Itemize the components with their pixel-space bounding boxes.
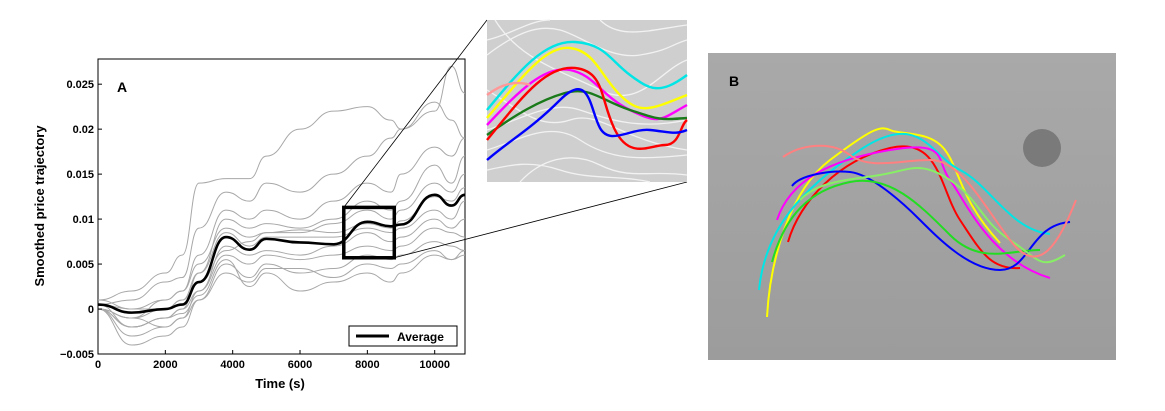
x-tick-label: 10000 xyxy=(419,359,450,371)
gray-series-line-7 xyxy=(97,227,466,328)
panel-label-b: B xyxy=(729,73,739,89)
panel-b: B xyxy=(708,53,1116,360)
y-tick-label: 0.005 xyxy=(66,259,94,271)
legend-label-average: Average xyxy=(397,330,444,344)
zoom-inset xyxy=(486,19,688,183)
trajectory-green xyxy=(771,179,1041,263)
gray-series-line-11 xyxy=(97,250,466,328)
trajectory-blue xyxy=(791,170,1071,272)
plot-frame xyxy=(97,58,466,355)
y-tick-label: 0.015 xyxy=(66,169,94,181)
x-tick-label: 2000 xyxy=(153,359,177,371)
gray-series-line-8 xyxy=(97,241,466,346)
x-tick-label: 6000 xyxy=(288,359,312,371)
trajectories xyxy=(758,127,1077,318)
zoom-connector-bottom xyxy=(394,181,688,259)
legend-box xyxy=(348,325,458,347)
gray-series-group xyxy=(97,65,466,346)
y-axis-label: Smoothed price trajectory xyxy=(32,125,47,287)
legend: Average xyxy=(348,325,458,347)
axis-ticks: 0 2000 4000 6000 8000 10000−0.00500.0050.010.… xyxy=(60,79,450,371)
x-axis-label: Time (s) xyxy=(255,376,305,391)
x-tick-label: 0 xyxy=(95,359,101,371)
inset-gray-lines xyxy=(486,19,688,183)
zoom-box xyxy=(342,205,397,260)
panel-b-image xyxy=(708,53,1116,360)
trajectory-cyan xyxy=(758,132,1051,291)
gray-series-line-4 xyxy=(97,173,466,310)
trajectory-red xyxy=(787,145,1021,270)
y-tick-label: 0.01 xyxy=(73,214,94,226)
x-tick-label: 4000 xyxy=(220,359,244,371)
y-tick-label: 0 xyxy=(88,304,94,316)
gray-series-line-1 xyxy=(97,65,466,306)
trajectory-lightgreen xyxy=(799,167,1066,264)
y-tick-label: 0.02 xyxy=(73,124,94,136)
y-tick-label: 0.025 xyxy=(66,79,94,91)
zoom-connector-top xyxy=(343,19,488,208)
inset-colored-lines xyxy=(486,40,688,161)
dark-spot xyxy=(1023,129,1061,167)
gray-series-line-9 xyxy=(97,250,466,328)
y-tick-label: −0.005 xyxy=(60,349,94,361)
trajectory-pink xyxy=(782,144,1077,258)
x-tick-label: 8000 xyxy=(355,359,379,371)
panel-a: 0 2000 4000 6000 8000 10000−0.00500.0050.010.… xyxy=(32,19,688,391)
average-line xyxy=(97,193,466,314)
gray-series-line-0 xyxy=(97,101,466,301)
panel-label-a: A xyxy=(117,79,127,95)
